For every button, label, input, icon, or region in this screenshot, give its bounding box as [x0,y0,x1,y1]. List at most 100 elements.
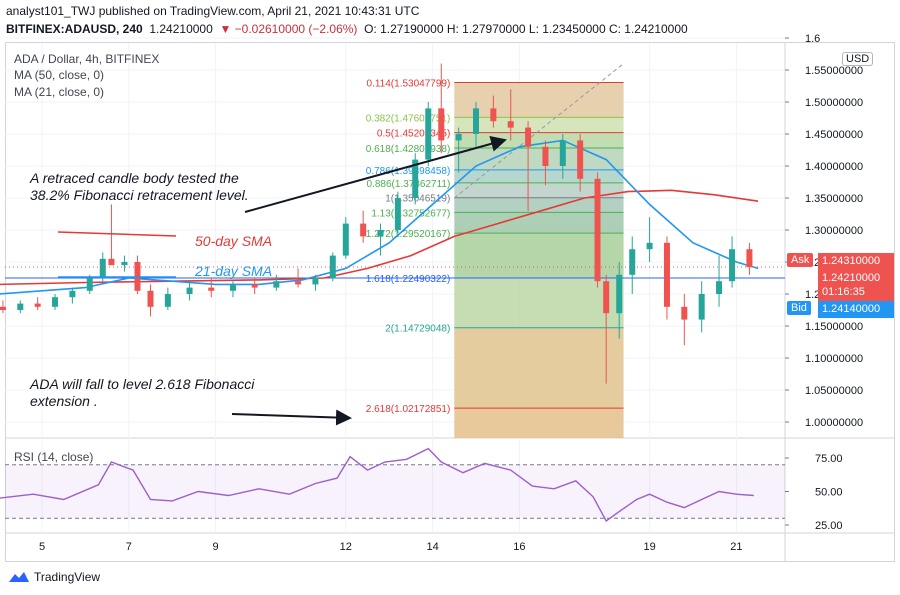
candle-body [438,108,445,141]
time-tick-label: 21 [730,541,742,553]
fib-level-label: 1(1.35046519) [385,194,450,205]
ma21-legend[interactable]: MA (21, close, 0) [14,85,105,99]
ma50-legend[interactable]: MA (50, close, 0) [14,68,105,82]
fib-level-label: 0.886(1.37362711) [367,179,451,190]
symbol-name: BITFINEX:ADAUSD, 240 [6,22,143,36]
fib-zone [454,197,624,213]
price-tick-label: 1.55000000 [805,65,863,77]
fib-level-label: 1.272(1.29520167) [366,229,451,240]
price-tick-label: 1.50000000 [805,97,863,109]
candle-body [229,284,236,291]
candle-body [147,290,154,307]
currency-button[interactable]: USD [842,52,874,66]
candle-body [473,108,479,134]
annotation-retrace-line1: A retraced candle body tested the [30,170,239,186]
fib-level-label: 2(1.14729048) [385,324,450,335]
price-change: ▼ −0.02610000 (−2.06%) [219,22,358,36]
time-tick-label: 7 [126,541,132,553]
candle-body [108,258,115,266]
retrace-arrow [244,136,507,213]
candle-body [0,306,6,310]
ma21-line [0,139,759,295]
candle-body [329,255,336,278]
candle-body [69,290,76,298]
candle-body [646,242,653,250]
candle-body [360,223,367,237]
bar-countdown: 01:16:35 [818,284,894,301]
price-tick-label: 1.45000000 [805,129,863,141]
time-tick-label: 9 [213,541,219,553]
price-tick-label: 1.10000000 [805,353,863,365]
candle-body [729,249,736,282]
rsi-tick-label: 25.00 [815,520,843,532]
price-tick-label: 1.15000000 [805,321,863,333]
annotation-target-line2: extension . [30,393,98,409]
annotation-retrace-line2: 38.2% Fibonacci retracement level. [30,187,249,203]
time-tick-label: 5 [39,541,45,553]
annotation-target-line1: ADA will fall to level 2.618 Fibonacci [30,376,255,392]
candle-body [342,223,349,256]
fib-level-label: 0.382(1.47602751) [366,113,451,124]
fib-trend-line [453,63,624,199]
publish-info: analyst101_TWJ published on TradingView.… [6,4,420,18]
rsi-tick-label: 75.00 [815,453,843,465]
price-tick-label: 1.05000000 [805,385,863,397]
candle-body [17,303,24,310]
ask-label: Ask [787,253,814,267]
fib-zone [454,327,624,409]
candle-body [186,287,193,294]
fib-zone [454,182,624,198]
fib-level-label: 1.618(1.22490322) [366,274,451,285]
last-price-value: 1.24210000 [149,22,213,36]
candle-body [716,281,723,294]
bid-price: 1.24140000 [818,301,894,318]
time-tick-label: 16 [513,541,525,553]
candle-body [425,108,432,160]
candle-body [577,140,584,179]
ma50-line [0,189,759,286]
fib-zone [454,82,624,118]
fib-zone [454,408,624,438]
candle-body [746,249,753,268]
rsi-tick-label: 50.00 [815,487,843,499]
candle-body [295,281,302,285]
sma50-label: 50-day SMA [195,233,273,249]
candle-body [251,284,258,288]
tradingview-logo[interactable]: TradingView [8,570,100,584]
candle-body [603,281,610,314]
candle-body [616,274,623,314]
symbol-info: BITFINEX:ADAUSD, 240 1.24210000 ▼ −0.026… [6,22,688,36]
candle-body [273,281,280,288]
time-tick-label: 19 [643,541,655,553]
annotation-retrace: A retraced candle body tested the 38.2% … [30,170,249,204]
fib-level-label: 0.618(1.42807938) [366,144,451,155]
fib-zone [454,132,624,149]
price-tick-label: 1.00000000 [805,417,863,429]
time-tick-label: 14 [426,541,438,553]
fib-zone [454,117,624,133]
candle-body [52,297,59,307]
price-tick-label: 1.35000000 [805,193,863,205]
candle-body [164,294,171,307]
candle-body [121,262,128,266]
time-tick-label: 12 [340,541,352,553]
candle-body [208,287,215,291]
rsi-legend[interactable]: RSI (14, close) [14,450,94,464]
bid-label: Bid [787,301,811,315]
last-price-tag: 1.24210000 [818,270,894,287]
fib-zone [454,148,624,170]
fib-zone [454,278,624,328]
candle-body [559,140,566,166]
price-tick-label: 1.40000000 [805,161,863,173]
sma21-label: 21-day SMA [195,263,273,279]
candle-body [507,121,514,128]
price-tick-label: 1.30000000 [805,225,863,237]
candle-body [525,127,532,147]
candle-body [594,178,601,282]
candle-body [312,278,319,285]
candle-body [394,198,401,230]
chart-frame [5,42,895,562]
ask-price: 1.24310000 [818,253,894,270]
fib-level-label: 0.786(1.39398458) [366,166,451,177]
